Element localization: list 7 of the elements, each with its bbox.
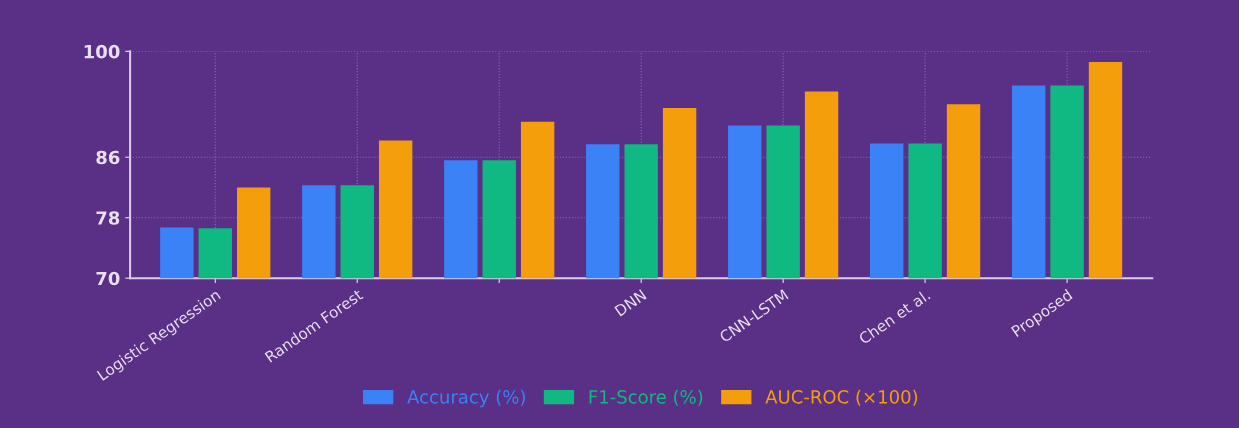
- y-tick-label: 86: [96, 150, 120, 165]
- legend-label: F1-Score (%): [589, 389, 703, 406]
- y-tick-label: 70: [96, 271, 120, 286]
- legend-label: Accuracy (%): [407, 389, 525, 408]
- y-tick-label: 100: [84, 44, 120, 59]
- y-tick-label: 78: [96, 211, 120, 225]
- legend-label: AUC-ROC (×100): [765, 389, 918, 406]
